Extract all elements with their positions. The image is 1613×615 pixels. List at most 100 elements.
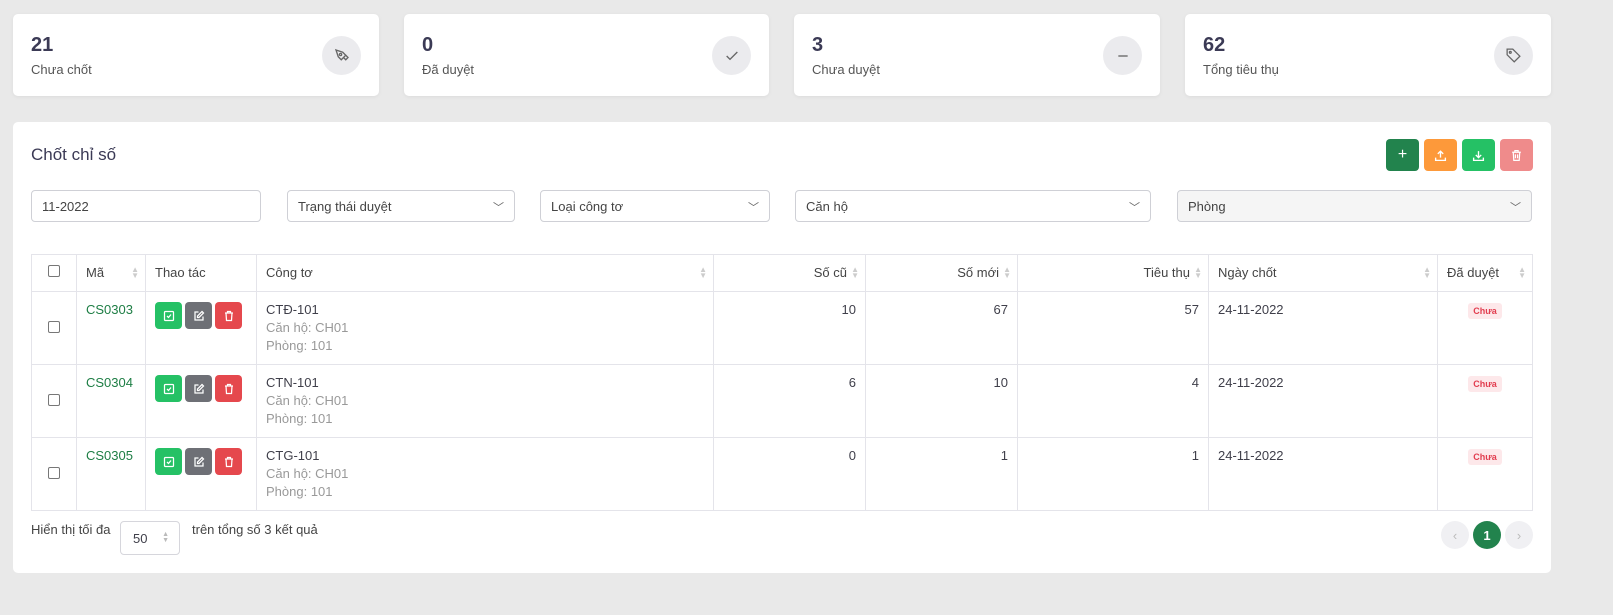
edit-button[interactable] bbox=[185, 448, 212, 475]
edit-button[interactable] bbox=[185, 302, 212, 329]
trash-icon bbox=[224, 456, 233, 467]
next-page-button[interactable]: › bbox=[1505, 521, 1533, 549]
chevron-down-icon: ﹀ bbox=[1510, 202, 1521, 214]
actions-cell bbox=[145, 364, 257, 438]
column-label: Số mới bbox=[957, 265, 999, 280]
status-badge: Chưa bbox=[1468, 376, 1502, 392]
code-link[interactable]: CS0303 bbox=[86, 302, 133, 317]
stat-label: Đã duyệt bbox=[422, 62, 475, 77]
approve-button[interactable] bbox=[155, 302, 182, 329]
select-value: Loại công tơ bbox=[551, 199, 624, 214]
table-row: CS0305 CTG-101 Căn hộ: CH01 Phòng: 101 0 1… bbox=[31, 437, 1533, 511]
column-code[interactable]: Mã ▲ ▼ bbox=[76, 254, 146, 292]
approve-button[interactable] bbox=[155, 375, 182, 402]
stat-label: Chưa chốt bbox=[31, 62, 92, 77]
period-input[interactable]: 11-2022 bbox=[31, 190, 261, 222]
status-badge: Chưa bbox=[1468, 303, 1502, 319]
closing-date: 24-11-2022 bbox=[1208, 437, 1438, 511]
stat-label: Tổng tiêu thụ bbox=[1203, 62, 1279, 77]
meter-name: CTĐ-101 bbox=[266, 302, 319, 317]
upload-icon bbox=[1434, 149, 1447, 161]
column-new[interactable]: Số mới ▲ ▼ bbox=[865, 254, 1018, 292]
meter-cell: CTN-101 Căn hộ: CH01 Phòng: 101 bbox=[256, 364, 714, 438]
total-results-label: trên tổng số 3 kết quả bbox=[192, 522, 318, 537]
column-label: Ngày chốt bbox=[1218, 265, 1277, 280]
apartment-text: Căn hộ: CH01 bbox=[266, 466, 349, 481]
room-select[interactable]: Phòng ﹀ bbox=[1177, 190, 1532, 222]
approve-button[interactable] bbox=[155, 448, 182, 475]
edit-icon bbox=[193, 456, 204, 467]
stat-card-unclosed: 21 Chưa chốt bbox=[13, 14, 379, 96]
table-header-row: Mã ▲ ▼ Thao tác Công tơ ▲ ▼ Số cũ ▲ ▼ Số mới ▲ ▼… bbox=[31, 254, 1533, 292]
meter-name: CTG-101 bbox=[266, 448, 320, 463]
stat-value: 21 bbox=[31, 34, 54, 56]
stat-value: 0 bbox=[422, 34, 434, 56]
row-select-cell bbox=[31, 291, 77, 365]
table-row: CS0303 CTĐ-101 Căn hộ: CH01 Phòng: 101 10 … bbox=[31, 291, 1533, 365]
apartment-select[interactable]: Căn hộ ﹀ bbox=[795, 190, 1151, 222]
select-value: Căn hộ bbox=[806, 199, 848, 214]
column-label: Mã bbox=[86, 265, 105, 280]
usage: 1 bbox=[1017, 437, 1209, 511]
column-approved[interactable]: Đã duyệt ▲ ▼ bbox=[1437, 254, 1533, 292]
page-title: Chốt chỉ số bbox=[31, 145, 117, 164]
column-label: Số cũ bbox=[813, 265, 847, 280]
edit-icon bbox=[193, 383, 204, 394]
old-reading: 0 bbox=[713, 437, 866, 511]
sort-icon: ▲ ▼ bbox=[699, 265, 707, 280]
select-all-checkbox[interactable] bbox=[48, 265, 60, 277]
check-square-icon bbox=[163, 310, 174, 321]
page-size-select[interactable]: 50 ▲ ▼ bbox=[120, 521, 180, 555]
new-reading: 10 bbox=[865, 364, 1018, 438]
download-button[interactable] bbox=[1462, 139, 1495, 171]
delete-button[interactable] bbox=[215, 302, 242, 329]
delete-button[interactable] bbox=[215, 448, 242, 475]
prev-page-button[interactable]: ‹ bbox=[1441, 521, 1469, 549]
row-checkbox[interactable] bbox=[48, 393, 60, 406]
actions-cell bbox=[145, 291, 257, 365]
code-link[interactable]: CS0305 bbox=[86, 448, 133, 463]
row-select-cell bbox=[31, 364, 77, 438]
column-usage[interactable]: Tiêu thụ ▲ ▼ bbox=[1017, 254, 1209, 292]
approval-status-select[interactable]: Trạng thái duyệt ﹀ bbox=[287, 190, 515, 222]
delete-button[interactable] bbox=[215, 375, 242, 402]
new-reading: 1 bbox=[865, 437, 1018, 511]
page-1-button[interactable]: 1 bbox=[1473, 521, 1501, 549]
approval-cell: Chưa bbox=[1437, 364, 1533, 438]
select-all-cell bbox=[31, 254, 77, 292]
add-button[interactable]: + bbox=[1386, 139, 1419, 171]
check-square-icon bbox=[163, 383, 174, 394]
stat-label: Chưa duyệt bbox=[812, 62, 880, 77]
delete-selected-button[interactable] bbox=[1500, 139, 1533, 171]
chevron-down-icon: ﹀ bbox=[493, 202, 504, 214]
code-cell: CS0305 bbox=[76, 437, 146, 511]
column-date[interactable]: Ngày chốt ▲ ▼ bbox=[1208, 254, 1438, 292]
stat-card-total-usage: 62 Tổng tiêu thụ bbox=[1185, 14, 1551, 96]
trash-icon bbox=[224, 383, 233, 394]
code-link[interactable]: CS0304 bbox=[86, 375, 133, 390]
chevron-down-icon: ﹀ bbox=[1129, 202, 1140, 214]
pen-nib-icon bbox=[322, 36, 361, 75]
column-meter[interactable]: Công tơ ▲ ▼ bbox=[256, 254, 714, 292]
approval-cell: Chưa bbox=[1437, 437, 1533, 511]
meter-cell: CTĐ-101 Căn hộ: CH01 Phòng: 101 bbox=[256, 291, 714, 365]
row-checkbox[interactable] bbox=[48, 466, 60, 479]
column-old[interactable]: Số cũ ▲ ▼ bbox=[713, 254, 866, 292]
code-cell: CS0304 bbox=[76, 364, 146, 438]
meter-type-select[interactable]: Loại công tơ ﹀ bbox=[540, 190, 770, 222]
upload-button[interactable] bbox=[1424, 139, 1457, 171]
row-select-cell bbox=[31, 437, 77, 511]
old-reading: 10 bbox=[713, 291, 866, 365]
stat-card-pending: 3 Chưa duyệt bbox=[794, 14, 1160, 96]
sort-icon: ▲ ▼ bbox=[1003, 265, 1011, 280]
usage: 4 bbox=[1017, 364, 1209, 438]
edit-button[interactable] bbox=[185, 375, 212, 402]
column-actions: Thao tác bbox=[145, 254, 257, 292]
row-checkbox[interactable] bbox=[48, 320, 60, 333]
stat-value: 3 bbox=[812, 34, 824, 56]
status-badge: Chưa bbox=[1468, 449, 1502, 465]
meter-name: CTN-101 bbox=[266, 375, 319, 390]
minus-icon bbox=[1103, 36, 1142, 75]
closing-date: 24-11-2022 bbox=[1208, 291, 1438, 365]
select-value: 50 bbox=[133, 531, 148, 546]
